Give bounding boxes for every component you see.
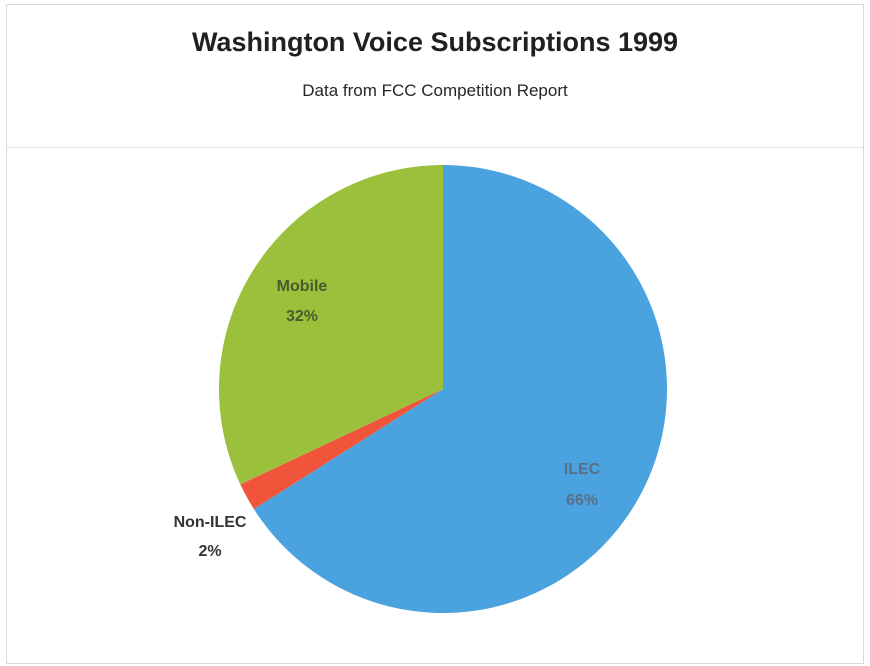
slice-value-mobile: 32% xyxy=(286,308,318,325)
slice-value-non-ilec: 2% xyxy=(198,543,221,560)
slice-label-mobile: Mobile xyxy=(277,278,328,295)
slice-value-ilec: 66% xyxy=(566,492,598,509)
pie-slice-non-ilec xyxy=(240,389,443,510)
pie-slice-mobile xyxy=(219,165,443,485)
chart-header: Washington Voice Subscriptions 1999 Data… xyxy=(7,5,863,148)
pie-slices xyxy=(219,165,667,613)
chart-subtitle: Data from FCC Competition Report xyxy=(302,81,568,100)
slice-label-ilec: ILEC xyxy=(564,461,601,478)
pie-slice-ilec xyxy=(253,165,667,613)
chart-title: Washington Voice Subscriptions 1999 xyxy=(191,27,679,57)
slice-label-non-ilec: Non-ILEC xyxy=(174,514,247,531)
